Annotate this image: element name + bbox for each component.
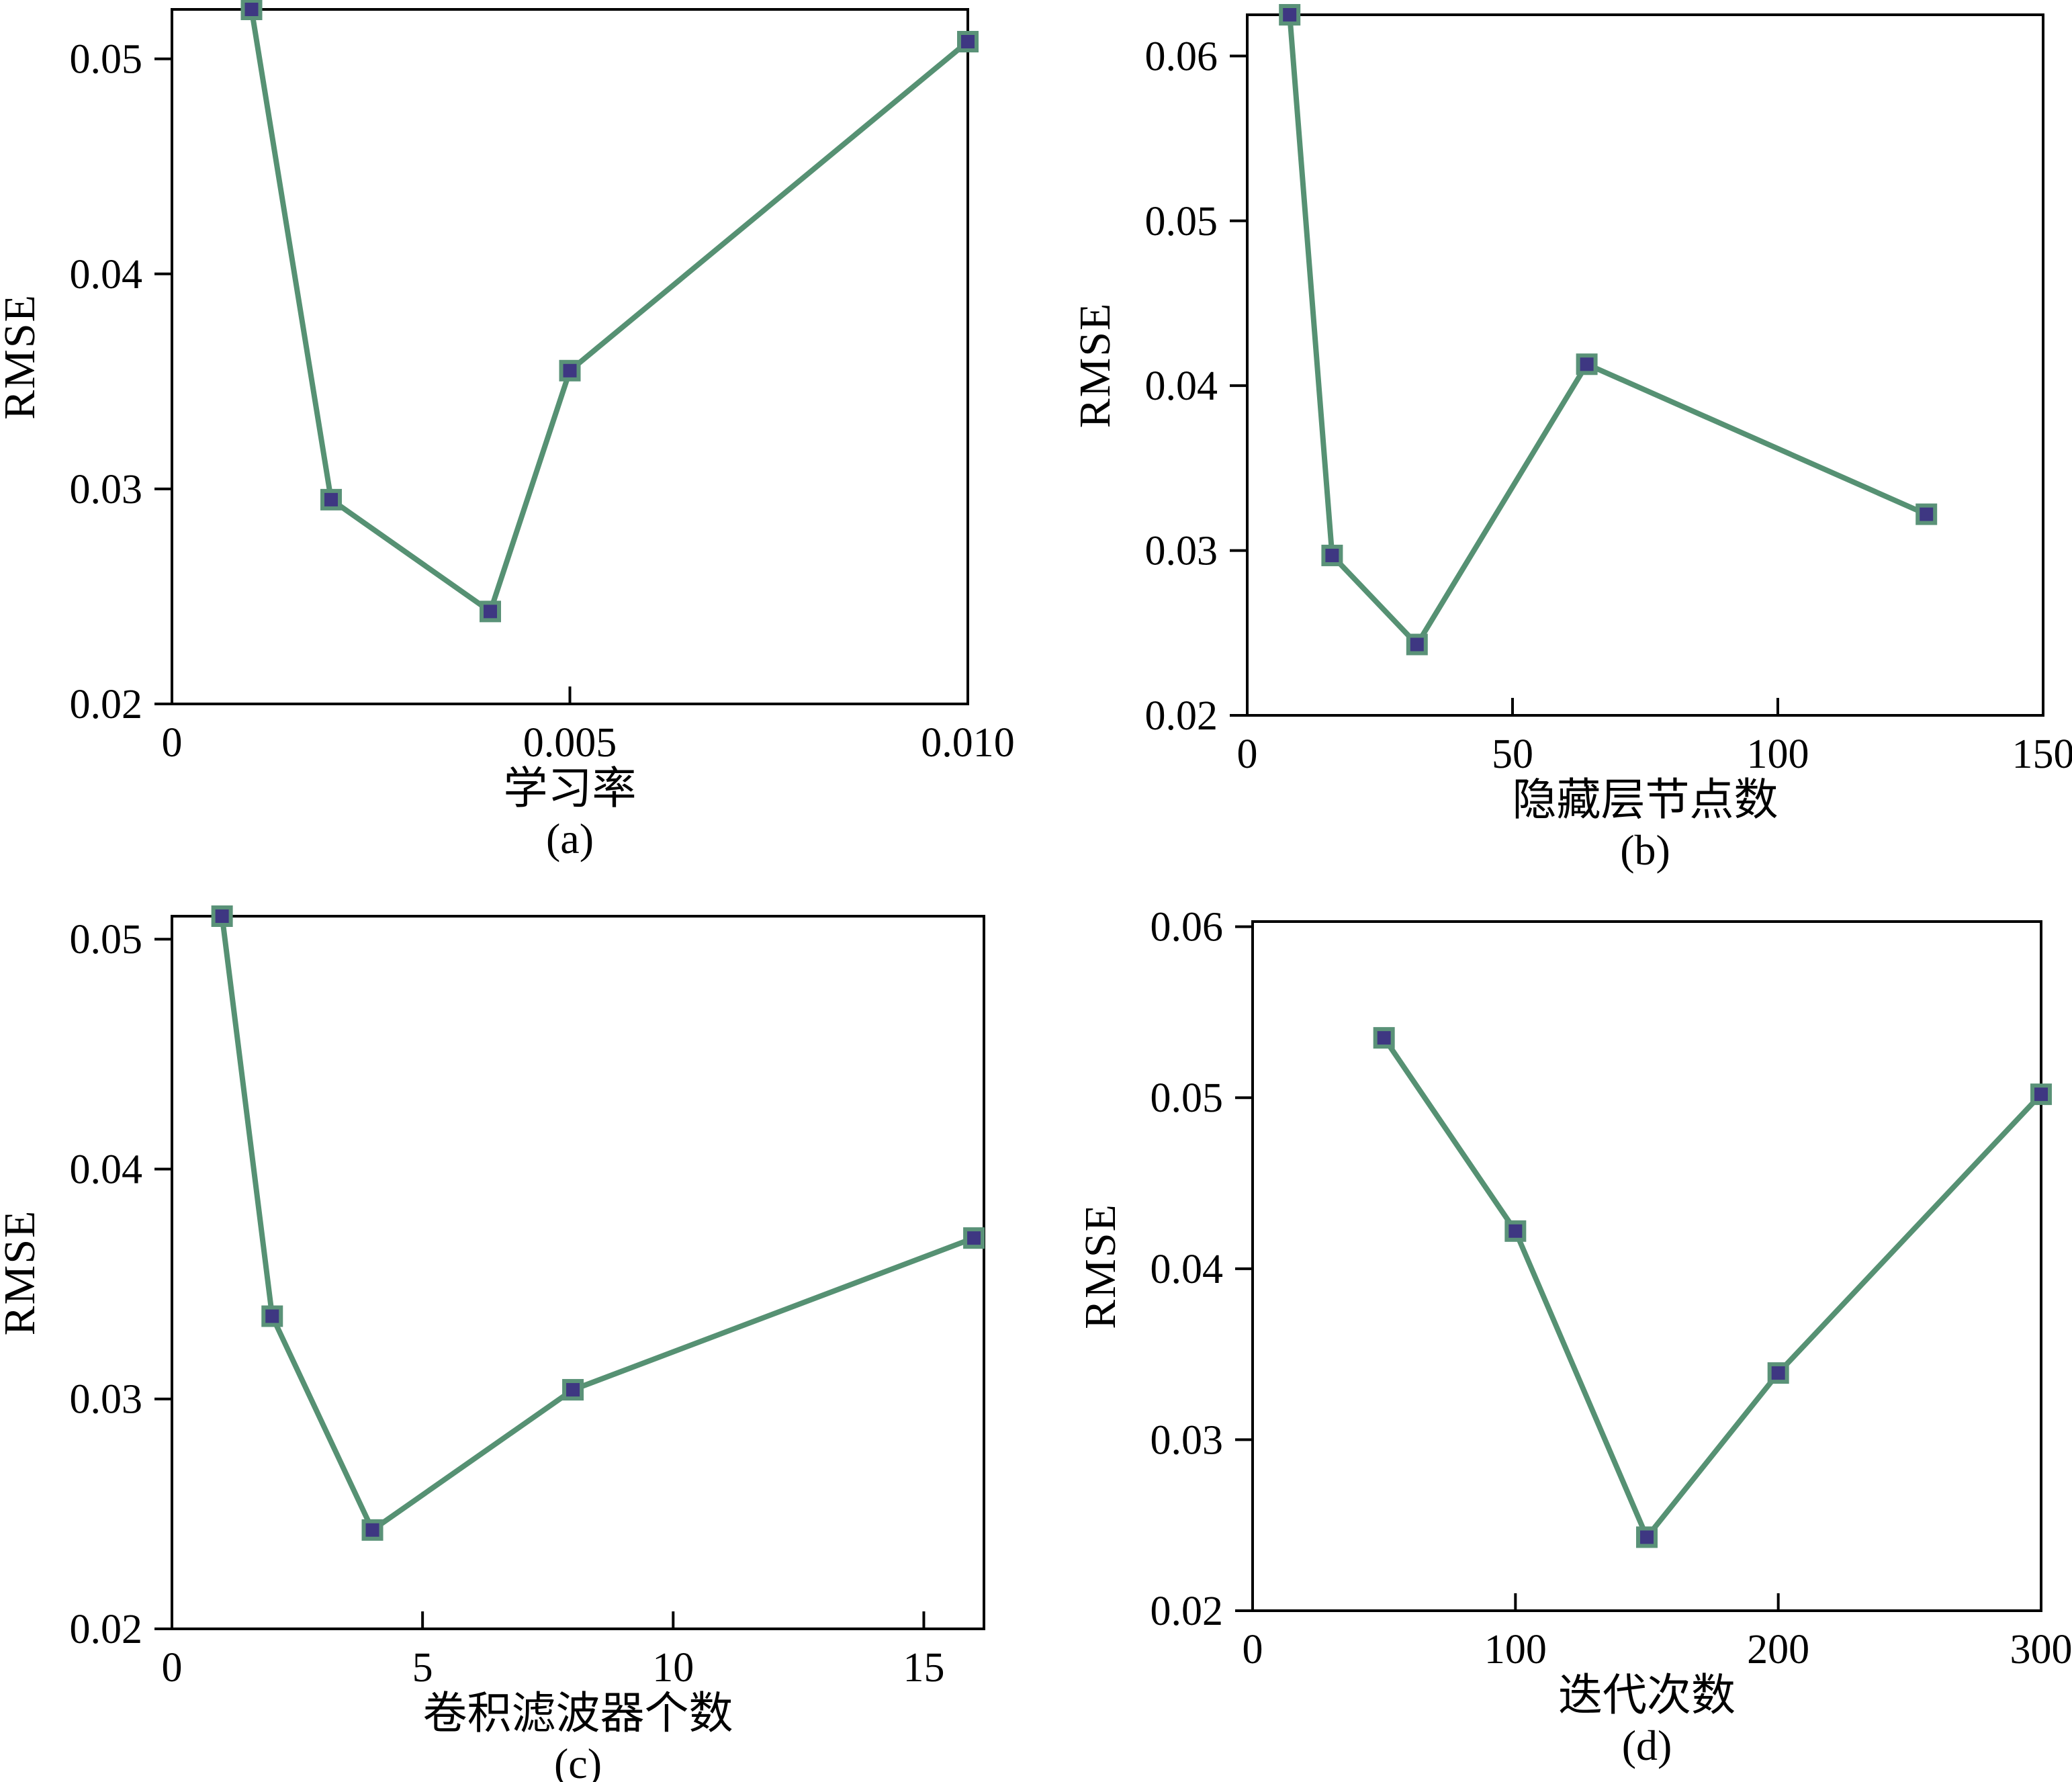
data-point-marker — [957, 31, 979, 53]
rmse-line — [1287, 12, 1930, 648]
x-tick-label: 200 — [1747, 1627, 1809, 1673]
x-axis-label: 学习率 — [504, 764, 637, 813]
data-point-marker — [261, 1305, 283, 1327]
data-point-marker — [562, 1379, 584, 1401]
rmse-line — [219, 914, 977, 1533]
y-tick-label: 0.05 — [1145, 199, 1218, 244]
y-tick-label: 0.04 — [1145, 363, 1218, 409]
y-tick-label: 0.02 — [70, 682, 143, 727]
y-tick-label: 0.03 — [70, 467, 143, 513]
x-axis-label: 迭代次数 — [1558, 1671, 1736, 1720]
y-axis-label: RMSE — [1076, 1203, 1125, 1329]
plot-frame — [171, 915, 985, 1630]
x-tick-label: 150 — [2012, 731, 2072, 777]
y-tick-label: 0.04 — [70, 1147, 143, 1192]
data-point-marker — [1321, 544, 1343, 566]
y-tick-label: 0.02 — [70, 1607, 143, 1652]
y-tick-label: 0.02 — [1145, 693, 1218, 739]
data-point-marker — [1636, 1526, 1658, 1548]
data-point-marker — [1406, 633, 1428, 656]
x-tick-label: 0 — [162, 1645, 183, 1691]
y-tick-label: 0.04 — [1151, 1247, 1224, 1292]
data-point-marker — [211, 905, 233, 927]
chart-d: 0.02 0.03 0.04 0.05 0.06 0 100 200 300 迭代次数(d) RMS… — [1076, 905, 2072, 1769]
data-point-marker — [2030, 1083, 2052, 1106]
y-tick-label: 0.03 — [1151, 1417, 1224, 1463]
y-tick-label: 0.03 — [1145, 529, 1218, 574]
data-point-marker — [559, 359, 581, 382]
y-tick-label: 0.04 — [70, 252, 143, 298]
y-axis-label: RMSE — [0, 1210, 44, 1336]
data-point-marker — [963, 1227, 985, 1249]
chart-c: 0.02 0.03 0.04 0.05 0 5 10 15 卷积滤波器个数(c) RMSE — [0, 905, 985, 1782]
x-axis-label: 隐藏层节点数 — [1513, 776, 1778, 825]
chart-b: 0.02 0.03 0.04 0.05 0.06 0 50 100 150 隐藏层节点数(b) RM… — [1071, 4, 2072, 874]
y-tick-label: 0.06 — [1145, 34, 1218, 79]
rmse-line — [249, 7, 971, 615]
data-point-marker — [361, 1519, 384, 1541]
chart-a: 0.02 0.03 0.04 0.05 0 0.005 0.010 学习率(a) RMSE — [0, 0, 1015, 862]
data-point-marker — [480, 600, 501, 623]
y-tick-label: 0.05 — [1151, 1075, 1224, 1121]
y-tick-label: 0.03 — [70, 1377, 143, 1423]
y-tick-label: 0.05 — [70, 37, 143, 83]
data-point-marker — [320, 488, 342, 510]
x-tick-label: 100 — [1484, 1627, 1547, 1673]
x-tick-label: 15 — [903, 1645, 944, 1691]
data-point-marker — [1916, 503, 1938, 525]
x-tick-label: 0 — [1243, 1627, 1263, 1673]
x-tick-label: 100 — [1747, 731, 1809, 777]
data-point-marker — [240, 0, 263, 20]
plot-frame — [171, 8, 969, 705]
data-point-marker — [1576, 353, 1598, 375]
x-tick-label: 0.010 — [921, 720, 1015, 766]
data-point-marker — [1504, 1220, 1527, 1242]
subplot-caption: (d) — [1622, 1722, 1672, 1769]
plot-frame — [1246, 13, 2044, 717]
x-tick-label: 0.005 — [523, 720, 617, 766]
x-tick-label: 10 — [652, 1645, 694, 1691]
data-point-marker — [1767, 1362, 1789, 1384]
y-axis-label: RMSE — [0, 294, 44, 420]
plot-frame — [1251, 920, 2042, 1612]
y-tick-label: 0.02 — [1151, 1589, 1224, 1634]
subplot-caption: (a) — [546, 815, 594, 862]
data-point-marker — [1373, 1027, 1395, 1049]
x-tick-label: 5 — [412, 1645, 433, 1691]
y-tick-label: 0.05 — [70, 917, 143, 963]
x-tick-label: 50 — [1492, 731, 1533, 777]
subplot-caption: (c) — [554, 1740, 602, 1782]
x-tick-label: 300 — [2010, 1627, 2072, 1673]
y-axis-label: RMSE — [1071, 302, 1120, 429]
x-axis-label: 卷积滤波器个数 — [423, 1689, 733, 1738]
y-tick-label: 0.06 — [1151, 905, 1224, 950]
x-tick-label: 0 — [1237, 731, 1258, 777]
rmse-line — [1381, 1035, 2044, 1540]
data-point-marker — [1279, 4, 1301, 26]
x-tick-label: 0 — [162, 720, 183, 766]
subplot-caption: (b) — [1620, 826, 1670, 874]
